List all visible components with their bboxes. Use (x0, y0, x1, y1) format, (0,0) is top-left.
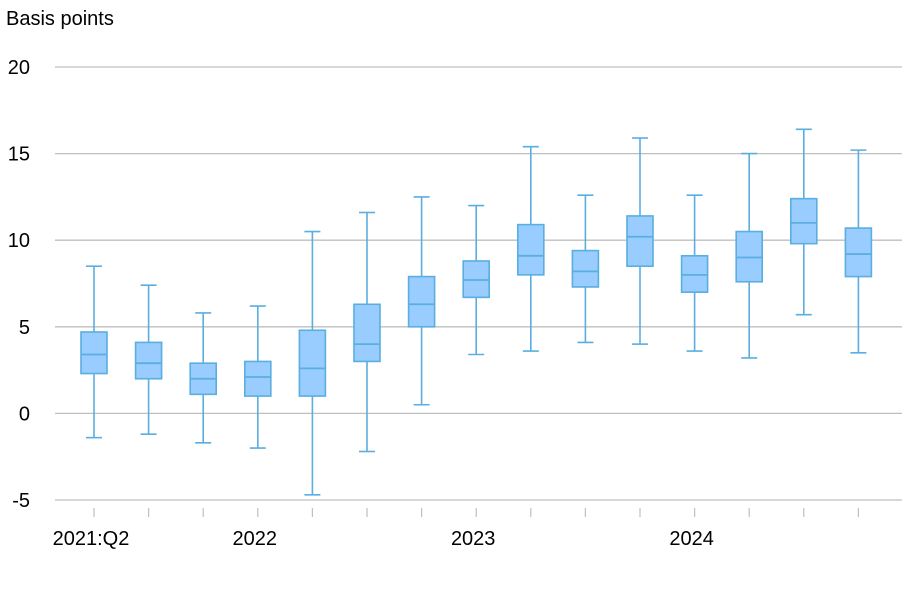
y-tick-label: -5 (12, 490, 30, 512)
box-iqr (844, 227, 873, 278)
y-axis-label: Basis points (6, 8, 114, 30)
y-tick-label: 15 (8, 144, 30, 166)
box-iqr (80, 331, 108, 375)
box-iqr (134, 341, 163, 380)
x-tick-label: 2024 (669, 528, 714, 550)
y-tick-label: 5 (19, 317, 30, 339)
box-iqr (298, 329, 327, 397)
box-iqr (626, 215, 654, 267)
box-iqr (407, 275, 436, 328)
x-tick-label: 2021:Q2 (53, 528, 130, 550)
box-iqr (516, 223, 545, 276)
box-iqr (571, 249, 600, 288)
y-tick-label: 20 (8, 57, 30, 79)
y-tick-label: 0 (19, 403, 30, 425)
box-iqr (789, 197, 818, 245)
box-iqr (244, 360, 272, 397)
y-tick-label: 10 (8, 230, 30, 252)
x-tick-label: 2022 (233, 528, 278, 550)
x-tick-label: 2023 (451, 528, 496, 550)
box-iqr (353, 303, 381, 363)
